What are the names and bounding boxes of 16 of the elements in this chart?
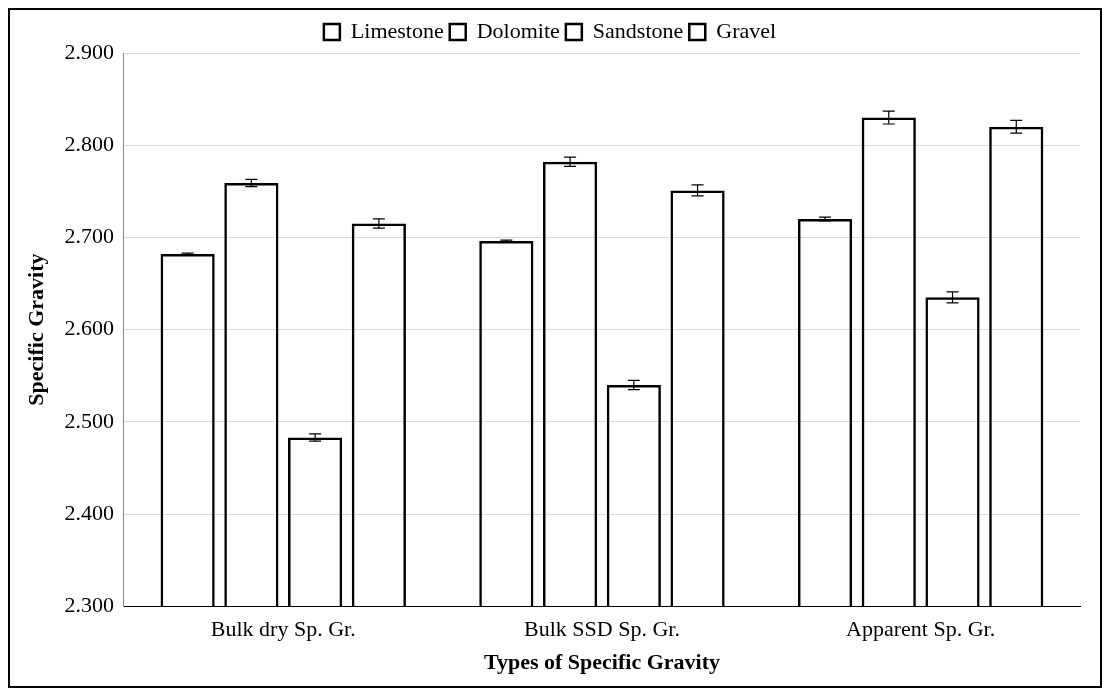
legend-label: Sandstone [592, 17, 684, 43]
y-tick-label: 2.900 [64, 38, 114, 64]
y-tick-label: 2.400 [64, 499, 114, 525]
y-tick-label: 2.500 [64, 407, 114, 433]
y-tick-label: 2.700 [64, 223, 114, 249]
x-tick-label: Apparent Sp. Gr. [846, 616, 996, 642]
legend-label: Dolomite [476, 17, 560, 43]
y-axis-title: Specific Gravity [22, 253, 48, 406]
x-tick-label: Bulk SSD Sp. Gr. [524, 616, 680, 642]
y-tick-label: 2.800 [64, 130, 114, 156]
x-tick-label: Bulk dry Sp. Gr. [210, 616, 356, 642]
legend-label: Gravel [716, 17, 777, 43]
y-tick-label: 2.600 [64, 315, 114, 341]
y-tick-label: 2.300 [64, 591, 114, 617]
legend-label: Limestone [350, 17, 444, 43]
x-axis-title: Types of Specific Gravity [483, 649, 720, 675]
